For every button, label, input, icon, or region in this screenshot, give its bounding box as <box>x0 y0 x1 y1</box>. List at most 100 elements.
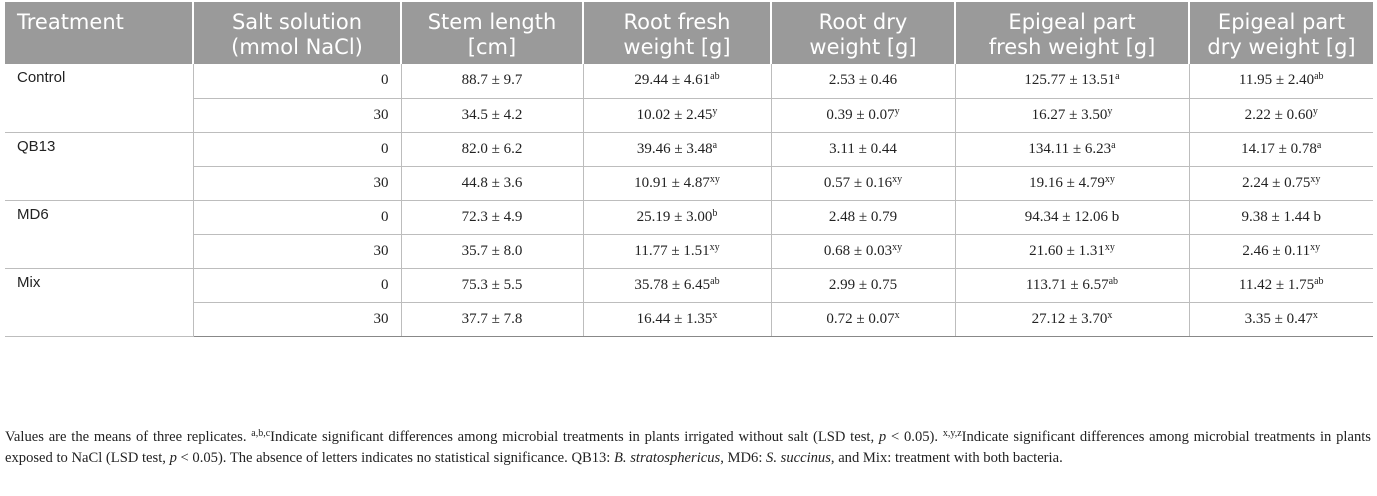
value-cell: 2.99 ± 0.75 <box>770 268 955 303</box>
table-row: 30 34.5 ± 4.2 10.02 ± 2.45y 0.39 ± 0.07y 16.… <box>5 98 1373 133</box>
column-header-line: (mmol NaCl) <box>231 35 363 59</box>
significance-letter: b <box>712 207 718 219</box>
footnote-species-name: S. succinus <box>766 450 831 466</box>
cell-value: 11.95 ± 2.40 <box>1238 72 1315 89</box>
significance-letter: ab <box>1108 275 1119 287</box>
footnote-species-name: B. stratosphericus <box>614 450 721 466</box>
cell-value: 44.8 ± 3.6 <box>461 174 523 191</box>
cell-value: 0.68 ± 0.03 <box>823 242 893 259</box>
cell-value: 2.46 ± 0.11 <box>1242 242 1311 259</box>
value-cell: 9.38 ± 1.44 b <box>1188 200 1373 235</box>
cell-value: 0.57 ± 0.16 <box>823 174 893 191</box>
value-cell: 3.11 ± 0.44 <box>770 132 955 167</box>
significance-letter: y <box>894 105 900 117</box>
cell-value: 34.5 ± 4.2 <box>461 106 523 123</box>
value-cell: 2.22 ± 0.60y <box>1188 98 1373 133</box>
cell-value: 11.42 ± 1.75 <box>1238 276 1315 293</box>
salt-cell: 0 <box>192 132 401 167</box>
cell-value: 19.16 ± 4.79 <box>1029 174 1105 191</box>
cell-value: 82.0 ± 6.2 <box>461 140 523 157</box>
significance-letter: ab <box>1314 275 1324 287</box>
significance-letter: y <box>712 105 718 117</box>
value-cell: 82.0 ± 6.2 <box>400 132 583 167</box>
table-row: Control 0 88.7 ± 9.7 29.44 ± 4.61ab 2.53 ± 0… <box>5 64 1373 133</box>
footnote-text: Values are the means of three replicates… <box>5 429 252 445</box>
cell-value: 16.44 ± 1.35 <box>636 310 713 327</box>
significance-letter: x <box>1107 309 1113 321</box>
table-body: Control 0 88.7 ± 9.7 29.44 ± 4.61ab 2.53 ± 0… <box>5 64 1373 337</box>
cell-value: 9.38 ± 1.44 b <box>1241 208 1321 225</box>
cell-value: 2.99 ± 0.75 <box>828 276 898 293</box>
value-cell: 29.44 ± 4.61ab <box>582 64 771 99</box>
value-cell: 19.16 ± 4.79xy <box>954 166 1189 201</box>
footnote-text: , MD6: <box>720 450 767 466</box>
column-header-line: weight [g] <box>623 35 731 59</box>
column-header-line: Epigeal part <box>1008 10 1136 34</box>
significance-letter: a <box>1316 139 1322 151</box>
cell-value: 72.3 ± 4.9 <box>461 208 523 225</box>
significance-letter: a <box>1111 139 1116 151</box>
column-header-line: fresh weight [g] <box>988 35 1156 59</box>
significance-letter: xy <box>1310 173 1321 185</box>
cell-value: 2.48 ± 0.79 <box>828 208 898 225</box>
salt-cell: 0 <box>192 200 401 235</box>
cell-value: 88.7 ± 9.7 <box>461 72 523 89</box>
footnote-text: < 0.05). <box>886 429 943 445</box>
significance-letter: xy <box>892 173 903 185</box>
salt-cell: 30 <box>192 234 401 269</box>
results-table: Treatment Salt solution (mmol NaCl) Stem le… <box>5 2 1373 337</box>
cell-value: 3.11 ± 0.44 <box>829 140 897 157</box>
significance-letter: xy <box>1104 241 1115 253</box>
footnote-p-variable: p <box>878 429 887 445</box>
column-header-line: Epigeal part <box>1217 10 1346 34</box>
treatment-cell: Mix <box>5 268 193 337</box>
value-cell: 37.7 ± 7.8 <box>400 302 583 337</box>
value-cell: 21.60 ± 1.31xy <box>954 234 1189 269</box>
value-cell: 14.17 ± 0.78a <box>1188 132 1373 167</box>
cell-value: 16.27 ± 3.50 <box>1031 106 1108 123</box>
significance-letter: xy <box>892 241 903 253</box>
table-row: Mix 0 75.3 ± 5.5 35.78 ± 6.45ab 2.99 ± 0.75 1… <box>5 268 1373 337</box>
treatment-cell: Control <box>5 64 193 133</box>
footnote-superscript: x,y,z <box>942 428 962 439</box>
footnote-text: , and Mix: treatment with both bacteria. <box>830 450 1063 466</box>
significance-letter: xy <box>1104 173 1115 185</box>
value-cell: 0.39 ± 0.07y <box>770 98 955 133</box>
cell-value: 2.53 ± 0.46 <box>828 72 898 89</box>
results-table-container: Treatment Salt solution (mmol NaCl) Stem le… <box>5 2 1373 337</box>
significance-letter: a <box>712 139 718 151</box>
salt-cell: 30 <box>192 302 401 337</box>
column-header-line: Root fresh <box>623 10 731 34</box>
column-header-line: dry weight [g] <box>1207 35 1356 59</box>
column-header: Epigeal part dry weight [g] <box>1188 2 1373 64</box>
footnote-superscript: a,b,c <box>251 428 271 439</box>
table-footnote: Values are the means of three replicates… <box>5 427 1371 469</box>
value-cell: 0.68 ± 0.03xy <box>770 234 955 269</box>
cell-value: 25.19 ± 3.00 <box>636 208 713 225</box>
cell-value: 10.91 ± 4.87 <box>634 174 710 191</box>
significance-letter: x <box>712 309 718 321</box>
column-header: Root fresh weight [g] <box>582 2 771 64</box>
value-cell: 2.46 ± 0.11xy <box>1188 234 1373 269</box>
significance-letter: ab <box>710 275 720 287</box>
value-cell: 134.11 ± 6.23a <box>954 132 1189 167</box>
value-cell: 2.53 ± 0.46 <box>770 64 955 99</box>
cell-value: 113.71 ± 6.57 <box>1025 276 1109 293</box>
table-row: 30 37.7 ± 7.8 16.44 ± 1.35x 0.72 ± 0.07x 27.… <box>5 302 1373 337</box>
value-cell: 10.91 ± 4.87xy <box>582 166 771 201</box>
value-cell: 11.95 ± 2.40ab <box>1188 64 1373 99</box>
table-row: MD6 0 72.3 ± 4.9 25.19 ± 3.00b 2.48 ± 0.79 94… <box>5 200 1373 269</box>
cell-value: 21.60 ± 1.31 <box>1029 242 1105 259</box>
value-cell: 35.78 ± 6.45ab <box>582 268 771 303</box>
column-header: Treatment <box>5 2 193 64</box>
column-header: Root dry weight [g] <box>770 2 955 64</box>
value-cell: 44.8 ± 3.6 <box>400 166 583 201</box>
significance-letter: y <box>1107 105 1113 117</box>
value-cell: 16.27 ± 3.50y <box>954 98 1189 133</box>
cell-value: 75.3 ± 5.5 <box>461 276 523 293</box>
significance-letter: xy <box>1310 241 1321 253</box>
cell-value: 29.44 ± 4.61 <box>634 72 711 89</box>
column-header-line: Stem length <box>427 10 557 34</box>
value-cell: 11.77 ± 1.51xy <box>582 234 771 269</box>
cell-value: 3.35 ± 0.47 <box>1244 310 1313 327</box>
